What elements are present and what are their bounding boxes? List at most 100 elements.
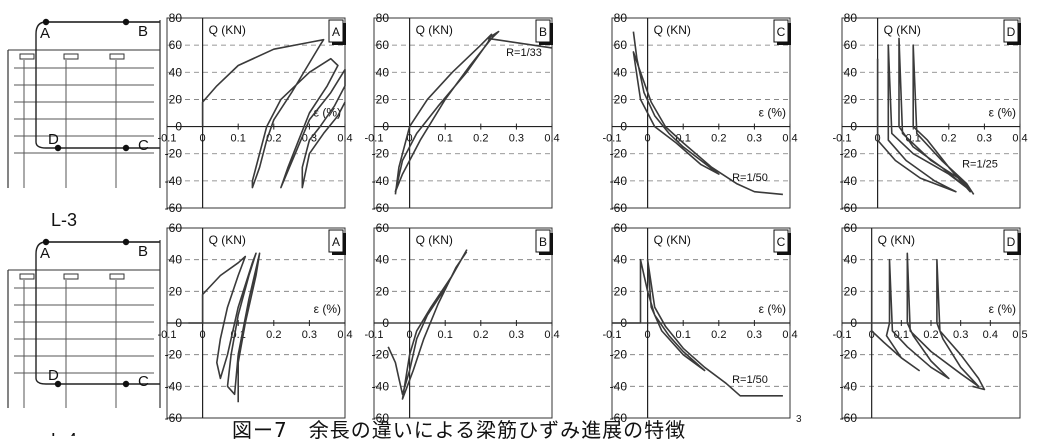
diagram-l-4: A B C D L-4 — [7, 238, 161, 436]
point-d-marker — [54, 380, 62, 388]
y-tick-label: -40 — [610, 174, 628, 188]
y-tick-label: -20 — [610, 348, 628, 362]
y-tick-label: -40 — [610, 379, 628, 393]
x-tick-label: -0.1 — [158, 329, 177, 341]
specimen-label: L-4 — [51, 430, 77, 436]
x-tick-label: -0.1 — [365, 133, 384, 145]
panel-badge — [1003, 229, 1019, 253]
y-tick-label: 60 — [376, 221, 390, 235]
x-tick-label: -0.1 — [833, 329, 852, 341]
annotation: R=1/50 — [732, 374, 768, 386]
annotation: R=1/33 — [506, 47, 542, 59]
series-line-0 — [387, 249, 468, 400]
x-axis-title: ε (%) — [989, 302, 1016, 316]
panel-badge — [535, 229, 551, 253]
panel-letter: B — [539, 235, 547, 249]
point-b-marker — [122, 238, 130, 246]
stirrup-1 — [63, 53, 79, 60]
series-line-0 — [612, 258, 783, 397]
point-d-label: D — [48, 367, 59, 384]
x-tick-label: 0.4 — [782, 133, 797, 145]
y-tick-label: 20 — [376, 284, 390, 298]
y-axis-title: Q (KN) — [209, 233, 246, 247]
x-tick-label: 0.4 — [983, 329, 998, 341]
x-tick-label: 0.3 — [977, 133, 992, 145]
x-tick-label: 0.2 — [266, 329, 281, 341]
x-tick-label: 0.1 — [438, 329, 453, 341]
x-tick-label: -0.1 — [833, 133, 852, 145]
y-axis-title: Q (KN) — [878, 233, 915, 247]
panel-badge — [535, 19, 551, 43]
y-tick-label: 40 — [614, 253, 628, 267]
x-axis-title: ε (%) — [759, 302, 786, 316]
y-tick-label: 40 — [376, 65, 390, 79]
y-tick-label: 60 — [614, 221, 628, 235]
panel-letter: A — [332, 235, 340, 249]
x-tick-label: 0.2 — [711, 329, 726, 341]
y-tick-label: 60 — [376, 38, 390, 52]
y-tick-label: 20 — [844, 284, 858, 298]
specimen-label: L-3 — [51, 210, 77, 230]
stirrup-2 — [109, 53, 125, 60]
x-tick-label: 0.2 — [473, 329, 488, 341]
x-tick-label: 0.3 — [953, 329, 968, 341]
panel-letter: B — [539, 25, 547, 39]
y-tick-label: -20 — [840, 147, 858, 161]
y-axis-title: Q (KN) — [654, 23, 691, 37]
annotation: R=1/50 — [732, 172, 768, 184]
y-axis-title: Q (KN) — [654, 233, 691, 247]
x-tick-label: 0.2 — [941, 133, 956, 145]
y-tick-label: -20 — [372, 348, 390, 362]
y-tick-label: 20 — [376, 92, 390, 106]
y-tick-label: -40 — [165, 174, 183, 188]
y-tick-label: -60 — [610, 411, 628, 425]
y-tick-label: -60 — [840, 411, 858, 425]
x-tick-label: 0.1 — [894, 329, 909, 341]
stirrup-0 — [19, 273, 35, 280]
y-tick-label: 80 — [376, 11, 390, 25]
series-line-0 — [394, 30, 553, 195]
panel-badge — [1003, 19, 1019, 43]
series-line-0 — [876, 37, 975, 195]
x-tick-label: 0 — [407, 329, 413, 341]
point-c-marker — [122, 144, 130, 152]
x-tick-label: 0.2 — [711, 133, 726, 145]
x-tick-label: 0.4 — [1012, 133, 1027, 145]
x-tick-label: 0.3 — [747, 329, 762, 341]
panel-letter: D — [1007, 25, 1016, 39]
point-a-label: A — [40, 25, 50, 42]
x-tick-label: 0.1 — [676, 133, 691, 145]
y-axis-title: Q (KN) — [416, 233, 453, 247]
x-tick-label: 0.3 — [747, 133, 762, 145]
y-tick-label: 40 — [844, 65, 858, 79]
y-tick-label: -60 — [610, 201, 628, 215]
panel-letter: A — [332, 25, 340, 39]
x-tick-label: 0.3 — [302, 329, 317, 341]
y-tick-label: 40 — [169, 253, 183, 267]
x-tick-label: 0.4 — [544, 133, 559, 145]
x-tick-label: -0.1 — [365, 329, 384, 341]
y-tick-label: -40 — [840, 379, 858, 393]
point-c-marker — [122, 380, 130, 388]
x-axis-title: ε (%) — [314, 106, 341, 120]
x-axis-title: ε (%) — [314, 302, 341, 316]
diagram-l-3: A B C D L-3 — [7, 18, 161, 230]
x-tick-label: 0 — [407, 133, 413, 145]
y-tick-label: 60 — [844, 221, 858, 235]
y-tick-label: -40 — [372, 379, 390, 393]
y-axis-title: Q (KN) — [884, 23, 921, 37]
point-c-label: C — [138, 137, 149, 154]
plot-frame — [611, 17, 791, 209]
x-tick-label: 0.4 — [544, 329, 559, 341]
anchored-bar — [35, 241, 160, 385]
x-tick-label: 0.2 — [266, 133, 281, 145]
x-tick-label: 0.4 — [337, 133, 352, 145]
point-c-label: C — [138, 373, 149, 390]
plot-frame — [373, 17, 553, 209]
panel-badge — [773, 19, 789, 43]
